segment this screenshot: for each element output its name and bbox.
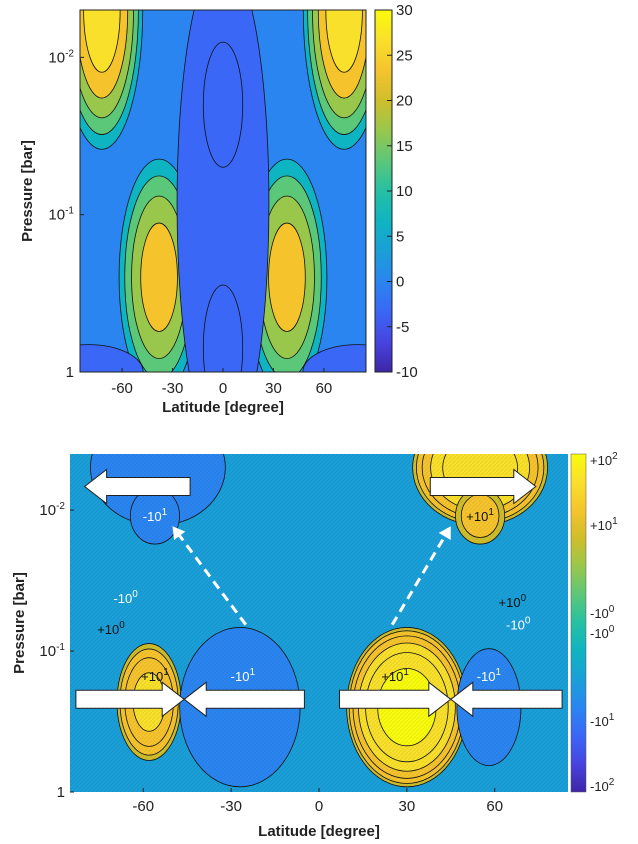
x-tick-label: 0: [219, 380, 227, 397]
flow-arrow: [339, 681, 452, 718]
flow-arrow: [83, 468, 191, 505]
contour-annotation: -101: [231, 667, 256, 684]
y-tick-label: 10-1: [48, 206, 74, 224]
contour-band: [268, 222, 306, 332]
top-contour-layer: [80, 10, 366, 372]
contour-texture: [70, 454, 568, 792]
x-tick-label: -30: [162, 380, 184, 397]
top-y-ticks: 10-2 10-1 1: [48, 48, 84, 381]
bottom-annotations: -101 +101 -100 +100 +100 -100 +101 -101 +101 -101: [97, 507, 531, 684]
contour-annotation: -101: [477, 667, 502, 684]
y-tick-label: 1: [57, 784, 65, 801]
dashed-flow-arrow: [178, 534, 247, 626]
x-tick-label: 30: [265, 380, 282, 397]
colorbar-tick-label: -100: [590, 604, 615, 621]
colorbar-tick-label: 25: [396, 47, 413, 64]
colorbar-tick-label: 0: [396, 274, 404, 291]
bottom-y-axis-label: Pressure [bar]: [11, 572, 28, 674]
colorbar-tick-label: -101: [590, 712, 615, 729]
dashed-arrow-head: [438, 526, 451, 540]
x-tick-label: 30: [399, 798, 416, 815]
x-tick-label: 0: [315, 798, 323, 815]
colorbar-tick-label: 20: [396, 93, 413, 110]
dashed-flow-arrow: [390, 535, 446, 626]
flow-arrow: [429, 468, 537, 505]
dashed-arrow-head: [172, 526, 186, 540]
colorbar-tick-label: 15: [396, 138, 413, 155]
contour-band: [202, 41, 244, 168]
colorbar-tick-label: -5: [396, 319, 409, 336]
contour-annotation: -100: [506, 616, 531, 633]
bottom-x-ticks: -60 -30 0 30 60: [132, 788, 503, 815]
contour-annotation: +100: [97, 620, 125, 637]
x-tick-label: 60: [486, 798, 503, 815]
contour-annotation: -101: [143, 507, 168, 524]
contour-band: [202, 284, 244, 372]
contour-annotation: +101: [466, 507, 494, 524]
top-contour-chart: -60 -30 0 30 60 10-210-11 Latitude [degree] …: [19, 2, 418, 416]
colorbar-tick-label: +101: [590, 516, 618, 533]
flow-arrow: [75, 681, 186, 718]
colorbar-tick-label: -102: [590, 777, 615, 794]
contour-band: [325, 10, 363, 73]
y-tick-label: 1: [66, 364, 74, 381]
flow-arrow: [183, 681, 305, 718]
contour-annotation: +101: [141, 667, 169, 684]
bottom-y-ticks: 10-2 10-1 1: [39, 501, 74, 801]
flow-arrow: [449, 681, 563, 718]
top-x-ticks: -60 -30 0 30 60: [111, 368, 332, 397]
colorbar-tick-label: -100: [590, 624, 615, 641]
bottom-x-axis-label: Latitude [degree]: [258, 823, 380, 840]
bottom-colorbar-ticks: +102 +101 -100 -100 -101 -102: [590, 451, 618, 794]
colorbar-tick-label: -10: [396, 364, 418, 381]
colorbar-tick-label: 10: [396, 183, 413, 200]
contour-band: [83, 10, 121, 73]
contour-annotation: -100: [113, 589, 138, 606]
top-colorbar-ticks: -10 -5 0 5 10 15 20 25 30: [387, 2, 418, 381]
y-tick-label: 10-2: [39, 501, 65, 519]
bottom-contour-layer: [70, 454, 568, 792]
contour-annotation: +100: [499, 593, 527, 610]
top-x-axis-label: Latitude [degree]: [162, 399, 284, 416]
x-tick-label: -60: [132, 798, 154, 815]
contour-annotation: +101: [381, 667, 409, 684]
y-tick-label: 10-2: [48, 48, 74, 66]
bottom-contour-chart: -101 +101-100+100+100 -100+101 -101 +101 -101…: [11, 451, 618, 840]
x-tick-label: -60: [111, 380, 133, 397]
y-tick-label: 10-1: [39, 642, 65, 660]
colorbar-tick-label: 5: [396, 228, 404, 245]
colorbar-tick-label: 30: [396, 2, 413, 19]
x-tick-label: -30: [220, 798, 242, 815]
contour-band: [176, 10, 270, 372]
x-tick-label: 60: [316, 380, 333, 397]
bottom-arrows: [75, 468, 563, 718]
top-y-axis-label: Pressure [bar]: [19, 140, 36, 242]
bottom-colorbar: [570, 453, 587, 793]
contour-band: [140, 222, 178, 332]
colorbar-tick-label: +102: [590, 451, 618, 468]
